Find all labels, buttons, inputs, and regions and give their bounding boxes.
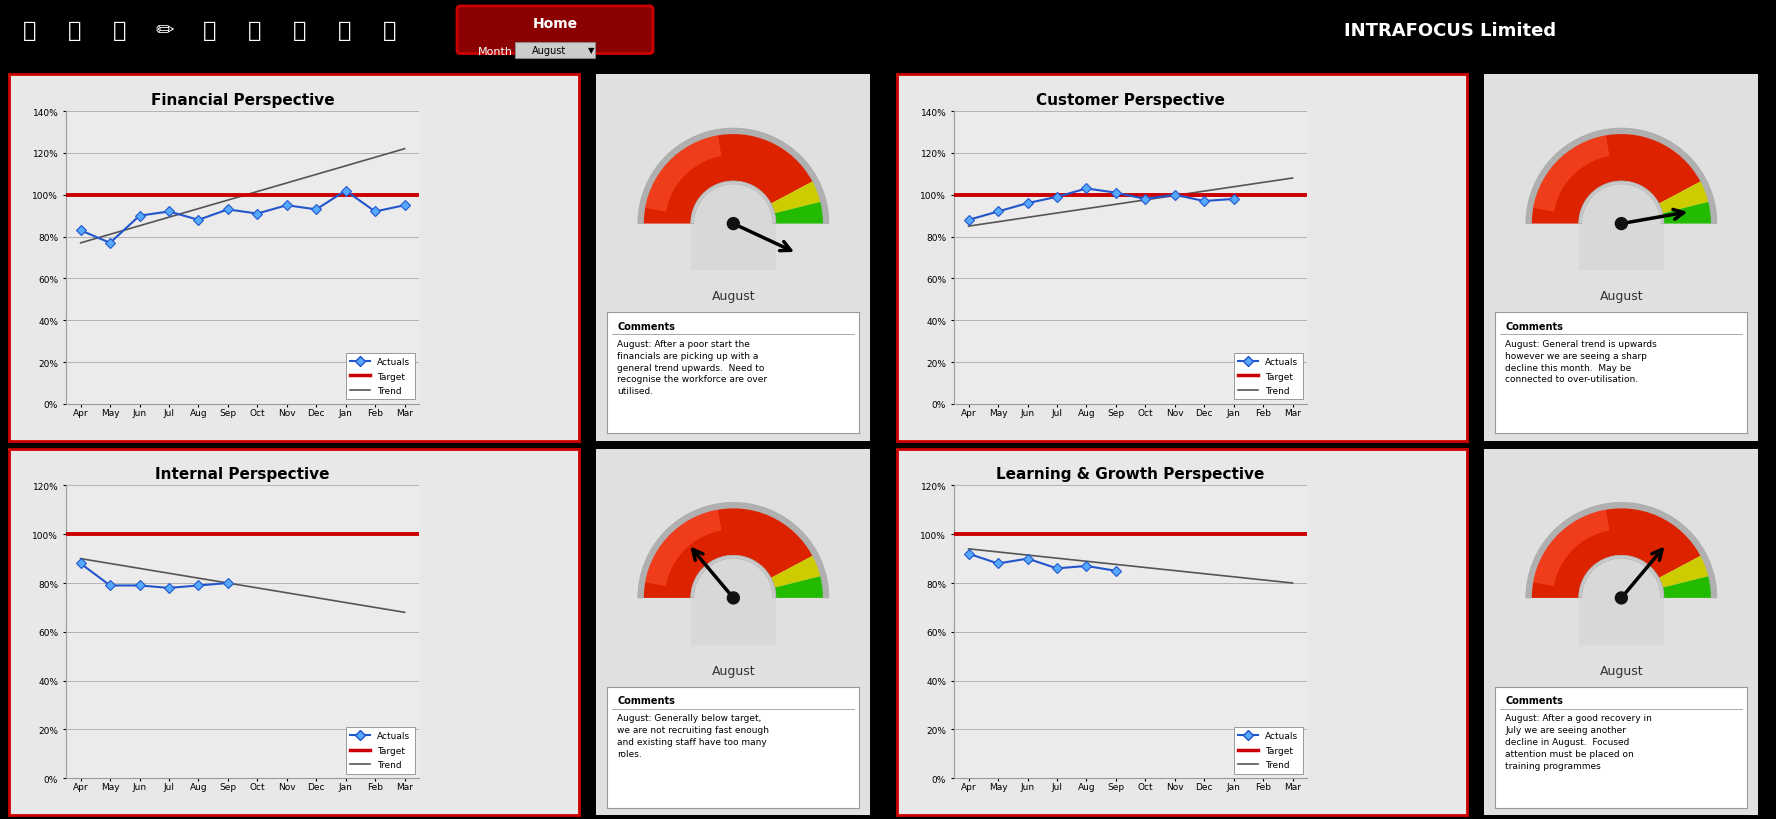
Wedge shape xyxy=(774,202,822,224)
Text: August: August xyxy=(712,290,755,303)
Polygon shape xyxy=(691,598,776,645)
Text: August: August xyxy=(712,664,755,677)
Wedge shape xyxy=(1533,509,1700,598)
Wedge shape xyxy=(774,577,822,598)
Text: 📊: 📊 xyxy=(67,20,82,41)
Wedge shape xyxy=(645,510,721,586)
Text: Home: Home xyxy=(533,16,577,31)
Text: ✏️: ✏️ xyxy=(156,20,174,41)
Title: Learning & Growth Perspective: Learning & Growth Perspective xyxy=(996,467,1265,482)
Wedge shape xyxy=(1659,556,1709,588)
Legend: Actuals, Target, Trend: Actuals, Target, Trend xyxy=(1234,727,1304,774)
Wedge shape xyxy=(1662,577,1710,598)
Text: INTRAFOCUS Limited: INTRAFOCUS Limited xyxy=(1344,22,1556,39)
Wedge shape xyxy=(638,503,829,598)
Text: August: After a poor start the
financials are picking up with a
general trend up: August: After a poor start the financial… xyxy=(618,340,767,396)
Circle shape xyxy=(1616,592,1627,604)
Wedge shape xyxy=(771,556,821,588)
Text: Comments: Comments xyxy=(1506,695,1563,705)
Text: 📁: 📁 xyxy=(384,20,396,41)
Text: Comments: Comments xyxy=(1506,322,1563,332)
Title: Customer Perspective: Customer Perspective xyxy=(1035,93,1225,108)
Wedge shape xyxy=(691,555,776,598)
Text: 💰: 💰 xyxy=(202,20,217,41)
Wedge shape xyxy=(1533,136,1609,212)
Wedge shape xyxy=(691,182,776,224)
Circle shape xyxy=(1616,219,1627,230)
Wedge shape xyxy=(1579,555,1664,598)
Title: Financial Perspective: Financial Perspective xyxy=(151,93,334,108)
Wedge shape xyxy=(645,135,812,224)
Wedge shape xyxy=(694,559,773,598)
Text: Month: Month xyxy=(478,47,513,57)
Legend: Actuals, Target, Trend: Actuals, Target, Trend xyxy=(1234,353,1304,400)
Wedge shape xyxy=(1662,202,1710,224)
Text: August: General trend is upwards
however we are seeing a sharp
decline this mont: August: General trend is upwards however… xyxy=(1506,340,1657,384)
Wedge shape xyxy=(771,183,821,214)
Circle shape xyxy=(728,592,739,604)
Text: 📕: 📕 xyxy=(337,20,352,41)
Text: August: August xyxy=(1600,664,1643,677)
Legend: Actuals, Target, Trend: Actuals, Target, Trend xyxy=(346,727,416,774)
Text: ▼: ▼ xyxy=(588,46,595,55)
Bar xyxy=(515,43,595,58)
Wedge shape xyxy=(1582,559,1661,598)
Wedge shape xyxy=(1659,183,1709,214)
Text: 🔧: 🔧 xyxy=(293,20,307,41)
Wedge shape xyxy=(1533,510,1609,586)
Wedge shape xyxy=(645,509,812,598)
Wedge shape xyxy=(638,129,829,224)
Polygon shape xyxy=(691,224,776,271)
Text: August: August xyxy=(1600,290,1643,303)
Text: 👤: 👤 xyxy=(249,20,261,41)
Wedge shape xyxy=(1582,185,1661,224)
Text: August: Generally below target,
we are not recruiting fast enough
and existing s: August: Generally below target, we are n… xyxy=(618,713,769,758)
Title: Internal Perspective: Internal Perspective xyxy=(155,467,330,482)
Circle shape xyxy=(728,219,739,230)
Text: 📈: 📈 xyxy=(114,20,126,41)
FancyBboxPatch shape xyxy=(456,7,654,55)
Polygon shape xyxy=(1579,224,1664,271)
Text: Comments: Comments xyxy=(618,695,675,705)
Text: August: After a good recovery in
July we are seeing another
decline in August.  : August: After a good recovery in July we… xyxy=(1506,713,1652,770)
Text: 🏠: 🏠 xyxy=(23,20,37,41)
Wedge shape xyxy=(1533,135,1700,224)
Wedge shape xyxy=(645,136,721,212)
Text: August: August xyxy=(531,46,567,56)
Wedge shape xyxy=(694,185,773,224)
Polygon shape xyxy=(1579,598,1664,645)
Text: Comments: Comments xyxy=(618,322,675,332)
Wedge shape xyxy=(1526,503,1717,598)
Legend: Actuals, Target, Trend: Actuals, Target, Trend xyxy=(346,353,416,400)
Wedge shape xyxy=(1579,182,1664,224)
Wedge shape xyxy=(1526,129,1717,224)
